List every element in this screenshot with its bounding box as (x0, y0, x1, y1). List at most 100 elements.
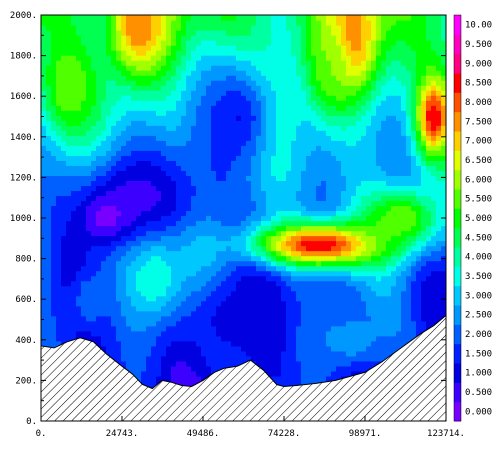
heatmap-cell (111, 265, 117, 272)
heatmap-cell (296, 280, 302, 287)
heatmap-cell (46, 320, 52, 327)
heatmap-cell (201, 155, 207, 161)
heatmap-cell (171, 185, 177, 192)
heatmap-cell (296, 200, 302, 207)
heatmap-cell (191, 25, 197, 31)
heatmap-cell (186, 95, 192, 101)
heatmap-cell (76, 330, 82, 337)
heatmap-cell (276, 70, 282, 76)
heatmap-cell (66, 90, 72, 96)
heatmap-cell (91, 185, 97, 192)
heatmap-cell (86, 110, 92, 116)
heatmap-cell (111, 300, 117, 307)
heatmap-cell (51, 155, 57, 161)
heatmap-cell (301, 65, 307, 71)
heatmap-cell (221, 50, 227, 56)
heatmap-cell (91, 150, 97, 156)
heatmap-cell (41, 30, 47, 36)
heatmap-cell (126, 35, 132, 41)
heatmap-cell (231, 340, 237, 347)
heatmap-cell (206, 285, 212, 292)
heatmap-cell (226, 175, 232, 182)
heatmap-cell (56, 15, 62, 21)
heatmap-cell (316, 220, 322, 227)
heatmap-cell (301, 310, 307, 317)
heatmap-cell (131, 355, 137, 362)
heatmap-cell (346, 300, 352, 307)
heatmap-cell (221, 195, 227, 202)
heatmap-cell (46, 285, 52, 292)
heatmap-cell (196, 180, 202, 187)
heatmap-cell (166, 200, 172, 207)
heatmap-cell (316, 230, 322, 237)
heatmap-cell (346, 305, 352, 312)
heatmap-cell (61, 160, 67, 166)
heatmap-cell (186, 365, 192, 372)
heatmap-cell (271, 230, 277, 237)
heatmap-cell (236, 35, 242, 41)
heatmap-cell (326, 320, 332, 327)
heatmap-cell (311, 110, 317, 116)
heatmap-cell (246, 250, 252, 257)
heatmap-cell (136, 160, 142, 166)
heatmap-cell (216, 65, 222, 71)
heatmap-cell (146, 370, 152, 377)
heatmap-cell (101, 50, 107, 56)
heatmap-cell (81, 140, 87, 146)
heatmap-cell (71, 330, 77, 337)
heatmap-cell (121, 310, 127, 317)
heatmap-cell (346, 255, 352, 262)
heatmap-cell (306, 360, 312, 367)
heatmap-cell (46, 165, 52, 171)
heatmap-cell (196, 210, 202, 217)
heatmap-cell (181, 95, 187, 101)
heatmap-cell (211, 195, 217, 202)
heatmap-cell (71, 135, 77, 141)
heatmap-cell (306, 285, 312, 292)
heatmap-cell (336, 55, 342, 61)
heatmap-cell (186, 300, 192, 307)
heatmap-cell (221, 165, 227, 171)
heatmap-cell (41, 315, 47, 322)
heatmap-cell (56, 110, 62, 116)
heatmap-cell (306, 215, 312, 222)
heatmap-cell (46, 220, 52, 227)
heatmap-cell (41, 15, 47, 21)
heatmap-cell (256, 300, 262, 307)
heatmap-cell (331, 340, 337, 347)
heatmap-cell (276, 185, 282, 192)
heatmap-cell (61, 125, 67, 131)
heatmap-cell (181, 15, 187, 21)
heatmap-cell (221, 310, 227, 317)
heatmap-cell (271, 235, 277, 242)
heatmap-cell (146, 130, 152, 136)
heatmap-cell (206, 265, 212, 272)
heatmap-cell (211, 290, 217, 297)
heatmap-cell (151, 315, 157, 322)
heatmap-cell (316, 310, 322, 317)
heatmap-cell (96, 55, 102, 61)
heatmap-cell (121, 335, 127, 342)
heatmap-cell (156, 220, 162, 227)
heatmap-cell (251, 110, 257, 116)
heatmap-cell (256, 225, 262, 232)
heatmap-cell (191, 360, 197, 367)
heatmap-cell (206, 215, 212, 222)
heatmap-cell (306, 25, 312, 31)
heatmap-cell (181, 340, 187, 347)
heatmap-cell (136, 255, 142, 262)
heatmap-cell (196, 155, 202, 161)
heatmap-cell (156, 140, 162, 146)
heatmap-cell (101, 175, 107, 182)
heatmap-cell (181, 290, 187, 297)
heatmap-cell (171, 345, 177, 352)
heatmap-cell (311, 245, 317, 252)
heatmap-cell (236, 230, 242, 237)
heatmap-cell (66, 225, 72, 232)
heatmap-cell (316, 15, 322, 21)
heatmap-cell (326, 355, 332, 362)
heatmap-cell (296, 25, 302, 31)
heatmap-cell (261, 100, 267, 106)
heatmap-cell (241, 230, 247, 237)
heatmap-cell (41, 335, 47, 342)
